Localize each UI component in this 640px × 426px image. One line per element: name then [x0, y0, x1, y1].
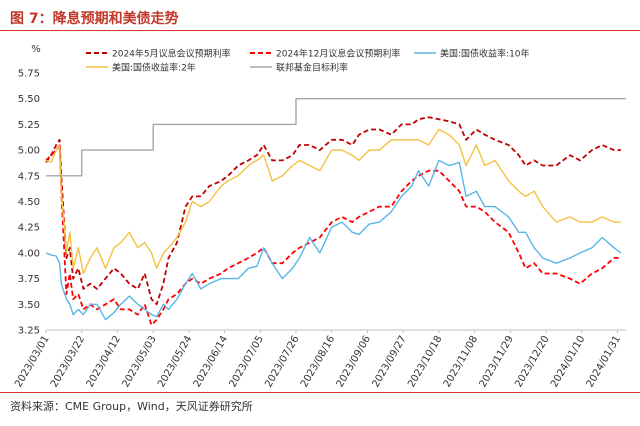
series-line-4 [45, 128, 621, 275]
line-chart: % 3.25 3.50 3.75 4.00 4.25 4.50 4.75 5.00 5.25 5.5… [13, 44, 626, 389]
x-tick-label: 2023/05/24 [156, 334, 194, 389]
source-note: 资料来源：CME Group，Wind，天风证券研究所 [10, 400, 253, 413]
x-tick-label: 2023/09/27 [370, 334, 408, 389]
x-tick-label: 2023/06/14 [192, 334, 230, 389]
legend-label: 美国:国债收益率:2年 [112, 62, 196, 74]
x-tick-label: 2023/05/03 [120, 334, 158, 389]
legend-label: 2024年5月议息会议预期利率 [112, 48, 231, 60]
x-tick-label: 2023/03/01 [13, 334, 51, 389]
y-tick-label: 4.00 [18, 248, 40, 259]
legend-label: 2024年12月议息会议预期利率 [276, 48, 400, 60]
y-tick-label: 5.75 [18, 69, 40, 80]
x-tick-label: 2023/03/22 [49, 334, 87, 389]
figure-title: 图 7：降息预期和美债走势 [10, 11, 179, 27]
series-line-1 [45, 116, 621, 306]
series-line-3 [45, 159, 622, 321]
x-tick-label: 2023/10/18 [406, 334, 444, 389]
x-tick-label: 2023/11/29 [478, 334, 516, 389]
series-line-2 [45, 144, 621, 326]
x-tick-label: 2023/07/05 [228, 334, 266, 389]
legend-label: 联邦基金目标利率 [276, 62, 348, 74]
legend-label: 美国:国债收益率:10年 [440, 48, 530, 60]
x-tick-label: 2023/09/06 [335, 334, 373, 389]
y-tick-label: 5.25 [18, 120, 40, 131]
x-tick-label: 2024/01/31 [585, 334, 623, 389]
y-tick-label: 3.25 [18, 326, 40, 337]
y-tick-label: 3.50 [18, 300, 40, 311]
source-divider [0, 392, 640, 393]
series-line-5 [46, 98, 626, 177]
y-tick-label: 4.25 [18, 223, 40, 234]
x-tick-label: 2023/08/16 [299, 334, 337, 389]
y-tick-label: 5.50 [18, 94, 40, 105]
x-tick-label: 2023/12/20 [513, 334, 551, 389]
y-axis-label: % [31, 44, 41, 55]
title-bar: 图 7：降息预期和美债走势 [0, 0, 640, 34]
y-tick-label: 3.75 [18, 274, 40, 285]
x-tick-label: 2023/07/26 [263, 334, 301, 389]
y-tick-label: 4.75 [18, 171, 40, 182]
y-tick-label: 4.50 [18, 197, 40, 208]
y-tick-label: 5.00 [18, 146, 40, 157]
x-tick-label: 2023/04/12 [85, 334, 123, 389]
x-tick-label: 2023/11/08 [442, 334, 480, 389]
x-tick-label: 2024/01/10 [549, 334, 587, 389]
title-divider [0, 30, 640, 31]
